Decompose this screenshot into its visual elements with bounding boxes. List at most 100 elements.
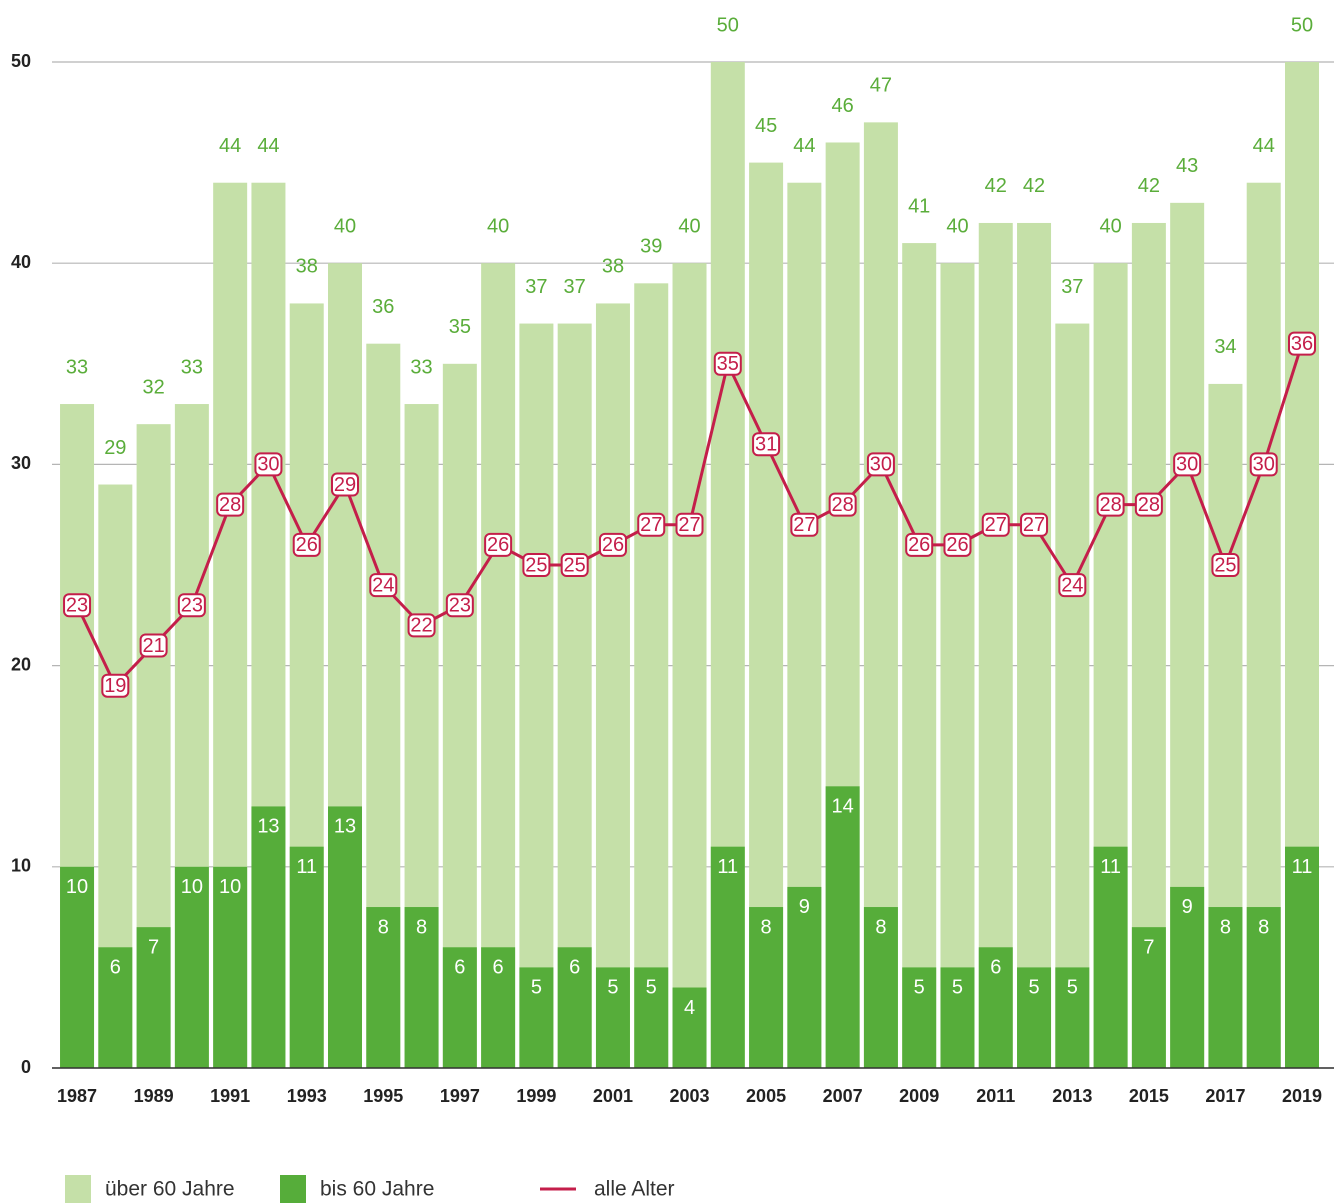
value-label: 43 — [1176, 155, 1198, 177]
bar — [404, 907, 439, 1068]
x-tick-label: 2001 — [593, 1086, 633, 1106]
value-label: 29 — [104, 437, 126, 459]
point-marker — [1096, 492, 1125, 517]
value-label: 38 — [296, 256, 318, 278]
point-marker — [407, 613, 436, 638]
value-label: 4 — [684, 997, 695, 1019]
value-label: 37 — [1061, 276, 1083, 298]
bar — [825, 786, 860, 1068]
value-label: 6 — [493, 957, 504, 979]
value-label: 19 — [104, 675, 126, 697]
x-tick-label: 1991 — [210, 1086, 250, 1106]
value-label: 23 — [181, 595, 203, 617]
value-label: 11 — [296, 856, 317, 878]
bar — [902, 243, 937, 1068]
value-label: 30 — [1176, 454, 1198, 476]
value-label: 10 — [66, 876, 88, 898]
x-tick-label: 2019 — [1282, 1086, 1322, 1106]
value-label: 22 — [410, 615, 432, 637]
value-label: 45 — [755, 115, 777, 137]
value-label: 13 — [257, 816, 279, 838]
value-label: 6 — [454, 957, 465, 979]
legend-label: über 60 Jahre — [105, 1178, 235, 1201]
value-label: 47 — [870, 75, 892, 97]
value-label: 50 — [717, 14, 739, 36]
value-label: 8 — [416, 916, 427, 938]
value-label: 9 — [799, 896, 810, 918]
point-marker — [254, 452, 283, 477]
value-label: 39 — [640, 236, 662, 258]
value-label: 28 — [1099, 494, 1121, 516]
value-label: 5 — [914, 977, 925, 999]
value-label: 11 — [1292, 856, 1313, 878]
value-label: 37 — [564, 276, 586, 298]
value-label: 5 — [646, 977, 657, 999]
x-tick-label: 1989 — [134, 1086, 174, 1106]
value-label: 7 — [1143, 936, 1154, 958]
point-marker — [1058, 573, 1087, 598]
point-marker — [63, 593, 92, 618]
value-label: 44 — [257, 135, 279, 157]
point-marker — [292, 532, 321, 557]
value-label: 41 — [908, 195, 930, 217]
point-marker — [943, 532, 972, 557]
x-tick-label: 1987 — [57, 1086, 97, 1106]
value-label: 21 — [142, 635, 164, 657]
bar — [1055, 967, 1090, 1068]
value-label: 29 — [334, 474, 356, 496]
bar — [481, 947, 516, 1068]
value-label: 14 — [832, 796, 854, 818]
point-marker — [1173, 452, 1202, 477]
bar — [978, 947, 1013, 1068]
value-label: 8 — [875, 916, 886, 938]
bar — [557, 947, 592, 1068]
value-label: 6 — [990, 957, 1001, 979]
value-label: 24 — [372, 574, 394, 596]
legend-label: bis 60 Jahre — [320, 1178, 434, 1201]
x-tick-label: 2011 — [976, 1086, 1015, 1106]
value-label: 42 — [1138, 175, 1160, 197]
x-tick-label: 1993 — [287, 1086, 327, 1106]
value-label: 44 — [219, 135, 241, 157]
value-label: 50 — [1291, 14, 1313, 36]
bar — [978, 222, 1013, 1068]
bar — [174, 866, 209, 1068]
value-label: 11 — [1100, 856, 1121, 878]
bar — [1208, 907, 1243, 1068]
bar — [98, 947, 133, 1068]
value-label: 46 — [832, 95, 854, 117]
value-label: 40 — [487, 215, 509, 237]
value-label: 10 — [219, 876, 241, 898]
point-marker — [177, 593, 206, 618]
y-tick-label: 10 — [11, 856, 31, 876]
value-label: 8 — [1220, 916, 1231, 938]
point-marker — [1288, 331, 1316, 356]
value-label: 5 — [1028, 977, 1039, 999]
bar — [1055, 323, 1090, 1068]
bar — [787, 886, 822, 1068]
point-marker — [1020, 512, 1049, 537]
point-marker — [1134, 492, 1163, 517]
value-label: 8 — [378, 916, 389, 938]
value-label: 27 — [793, 514, 815, 536]
x-tick-label: 1997 — [440, 1086, 480, 1106]
value-label: 40 — [946, 215, 968, 237]
bar — [595, 303, 630, 1068]
bar — [1017, 222, 1052, 1068]
x-tick-label: 2013 — [1052, 1086, 1092, 1106]
value-label: 28 — [1138, 494, 1160, 516]
bar — [1170, 886, 1205, 1068]
value-label: 34 — [1214, 336, 1236, 358]
bar — [902, 967, 937, 1068]
value-label: 40 — [1099, 215, 1121, 237]
value-label: 26 — [908, 534, 930, 556]
point-marker — [752, 432, 781, 457]
value-label: 23 — [66, 595, 88, 617]
x-tick-label: 1995 — [363, 1086, 403, 1106]
point-marker — [713, 351, 742, 376]
bar — [519, 323, 554, 1068]
bar — [213, 866, 248, 1068]
value-label: 27 — [640, 514, 662, 536]
point-marker — [866, 452, 895, 477]
point-marker — [981, 512, 1010, 537]
